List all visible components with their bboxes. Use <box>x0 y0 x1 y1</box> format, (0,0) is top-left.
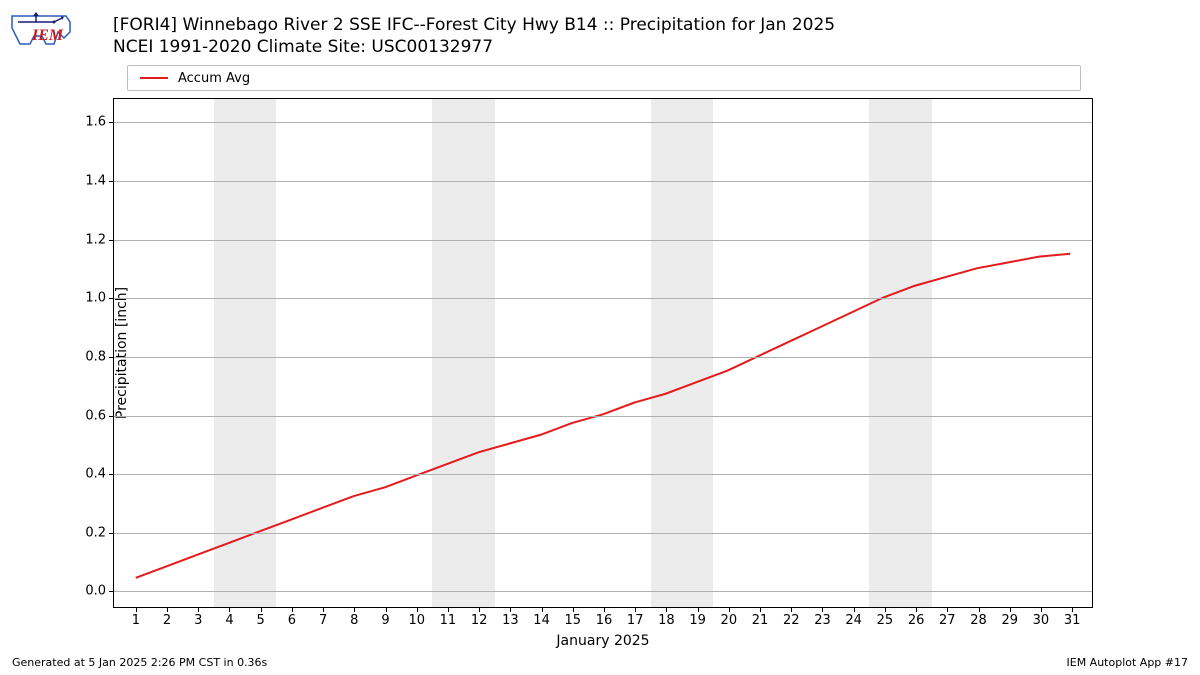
gridline <box>114 416 1092 417</box>
xtick-label: 20 <box>721 607 738 628</box>
gridline <box>114 357 1092 358</box>
xtick-label: 21 <box>752 607 769 628</box>
xtick-label: 3 <box>194 607 202 628</box>
legend-label: Accum Avg <box>178 71 250 86</box>
xtick-label: 30 <box>1033 607 1050 628</box>
xtick-label: 4 <box>225 607 233 628</box>
title-line1: [FORI4] Winnebago River 2 SSE IFC--Fores… <box>113 14 835 36</box>
xtick-label: 28 <box>970 607 987 628</box>
xtick-label: 29 <box>1001 607 1018 628</box>
xtick-label: 16 <box>596 607 613 628</box>
xtick-label: 25 <box>877 607 894 628</box>
ytick-label: 1.6 <box>85 115 114 130</box>
series-svg <box>114 99 1092 607</box>
xtick-label: 5 <box>257 607 265 628</box>
title-line2: NCEI 1991-2020 Climate Site: USC00132977 <box>113 36 835 58</box>
xtick-label: 23 <box>814 607 831 628</box>
xtick-label: 9 <box>381 607 389 628</box>
gridline <box>114 122 1092 123</box>
xtick-label: 19 <box>689 607 706 628</box>
gridline <box>114 591 1092 592</box>
xtick-label: 13 <box>502 607 519 628</box>
xtick-label: 2 <box>163 607 171 628</box>
iem-logo: IEM <box>6 8 76 56</box>
ytick-label: 1.0 <box>85 291 114 306</box>
xtick-label: 7 <box>319 607 327 628</box>
xtick-label: 17 <box>627 607 644 628</box>
xtick-label: 1 <box>132 607 140 628</box>
ytick-label: 0.8 <box>85 349 114 364</box>
logo-text: IEM <box>31 27 64 44</box>
gridline <box>114 181 1092 182</box>
ytick-label: 0.6 <box>85 408 114 423</box>
xtick-label: 24 <box>845 607 862 628</box>
ytick-label: 0.2 <box>85 525 114 540</box>
legend-swatch <box>140 77 168 79</box>
footer-generated: Generated at 5 Jan 2025 2:26 PM CST in 0… <box>12 656 267 669</box>
xtick-label: 11 <box>440 607 457 628</box>
xtick-label: 18 <box>658 607 675 628</box>
plot-area: Precipitation [inch] January 2025 0.00.2… <box>113 98 1093 608</box>
ytick-label: 1.2 <box>85 232 114 247</box>
ytick-label: 0.0 <box>85 584 114 599</box>
xtick-label: 14 <box>533 607 550 628</box>
xtick-label: 15 <box>565 607 582 628</box>
gridline <box>114 533 1092 534</box>
gridline <box>114 474 1092 475</box>
xtick-label: 6 <box>288 607 296 628</box>
xtick-label: 10 <box>408 607 425 628</box>
gridline <box>114 240 1092 241</box>
xtick-label: 22 <box>783 607 800 628</box>
chart-title: [FORI4] Winnebago River 2 SSE IFC--Fores… <box>113 14 835 58</box>
xtick-label: 26 <box>908 607 925 628</box>
ytick-label: 1.4 <box>85 174 114 189</box>
xtick-label: 31 <box>1064 607 1081 628</box>
legend: Accum Avg <box>127 65 1081 91</box>
gridline <box>114 298 1092 299</box>
ytick-label: 0.4 <box>85 467 114 482</box>
footer-app: IEM Autoplot App #17 <box>1067 656 1189 669</box>
xtick-label: 12 <box>471 607 488 628</box>
xtick-label: 8 <box>350 607 358 628</box>
xtick-label: 27 <box>939 607 956 628</box>
